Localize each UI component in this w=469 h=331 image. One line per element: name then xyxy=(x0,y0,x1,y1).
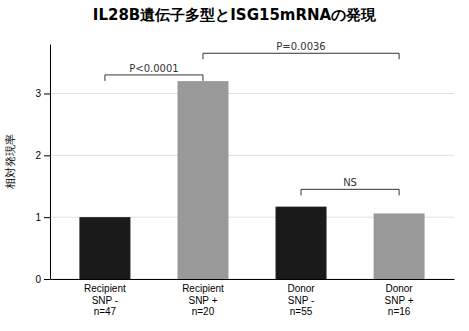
y-tick-label: 3 xyxy=(35,88,41,99)
grid xyxy=(50,93,454,279)
x-axis-line xyxy=(51,279,455,280)
y-axis-title: 相対発現率 xyxy=(4,134,17,189)
grid-line xyxy=(50,155,454,156)
y-tick: 0 xyxy=(35,274,50,285)
bracket xyxy=(203,53,399,59)
y-tick-label: 2 xyxy=(35,150,41,161)
x-tick-label-line: SNP - xyxy=(288,295,315,306)
chart: 0123RecipientSNP -n=47RecipientSNP +n=20… xyxy=(0,0,469,331)
x-tick-label-line: Donor xyxy=(385,283,413,294)
grid-line xyxy=(50,93,454,94)
x-tick-label-line: Recipient xyxy=(84,283,126,294)
bracket xyxy=(105,75,203,81)
x-tick-label-line: n=16 xyxy=(388,306,411,317)
annotation-label: P<0.0001 xyxy=(129,63,178,74)
annotation-label: P=0.0036 xyxy=(276,41,325,52)
x-tick-label: DonorSNP +n=16 xyxy=(385,283,414,317)
y-tick: 1 xyxy=(35,212,50,223)
x-tick: RecipientSNP +n=20 xyxy=(182,279,224,317)
y-tick: 2 xyxy=(35,150,50,161)
annotations: P<0.0001 P=0.0036 NS xyxy=(105,41,399,195)
bars xyxy=(79,81,424,279)
x-tick-label-line: SNP - xyxy=(92,295,119,306)
bar xyxy=(79,217,130,279)
x-tick-label-line: Donor xyxy=(287,283,315,294)
y-axis: 0 1 2 3 xyxy=(35,45,50,285)
y-tick: 3 xyxy=(35,88,50,99)
bar xyxy=(177,81,228,279)
x-tick-label-line: Recipient xyxy=(182,283,224,294)
x-tick-label-line: SNP + xyxy=(188,295,217,306)
title: IL28B遺伝子多型とISG15mRNAの発現 xyxy=(93,6,377,24)
y-tick-mark xyxy=(44,155,50,156)
x-tick-label-line: SNP + xyxy=(385,295,414,306)
plot: 0123RecipientSNP -n=47RecipientSNP +n=20… xyxy=(35,41,454,317)
bracket xyxy=(301,189,399,195)
y-tick-label: 0 xyxy=(35,274,41,285)
annotation-label: NS xyxy=(343,177,357,188)
y-tick-mark xyxy=(44,279,50,280)
x-tick: DonorSNP -n=55 xyxy=(287,279,315,317)
y-axis-line xyxy=(50,45,51,280)
y-tick-label: 1 xyxy=(35,212,41,223)
bar xyxy=(276,207,327,279)
bar xyxy=(374,213,425,279)
x-tick-label: RecipientSNP +n=20 xyxy=(182,283,224,317)
y-tick-mark xyxy=(44,93,50,94)
x-axis: RecipientSNP -n=47RecipientSNP +n=20Dono… xyxy=(51,279,455,317)
x-tick-label: RecipientSNP -n=47 xyxy=(84,283,126,317)
x-tick: DonorSNP +n=16 xyxy=(385,279,414,317)
x-tick-label-line: n=47 xyxy=(94,306,117,317)
y-tick-mark xyxy=(44,217,50,218)
x-tick: RecipientSNP -n=47 xyxy=(84,279,126,317)
x-tick-label: DonorSNP -n=55 xyxy=(287,283,315,317)
x-tick-label-line: n=55 xyxy=(290,306,313,317)
x-tick-label-line: n=20 xyxy=(192,306,215,317)
